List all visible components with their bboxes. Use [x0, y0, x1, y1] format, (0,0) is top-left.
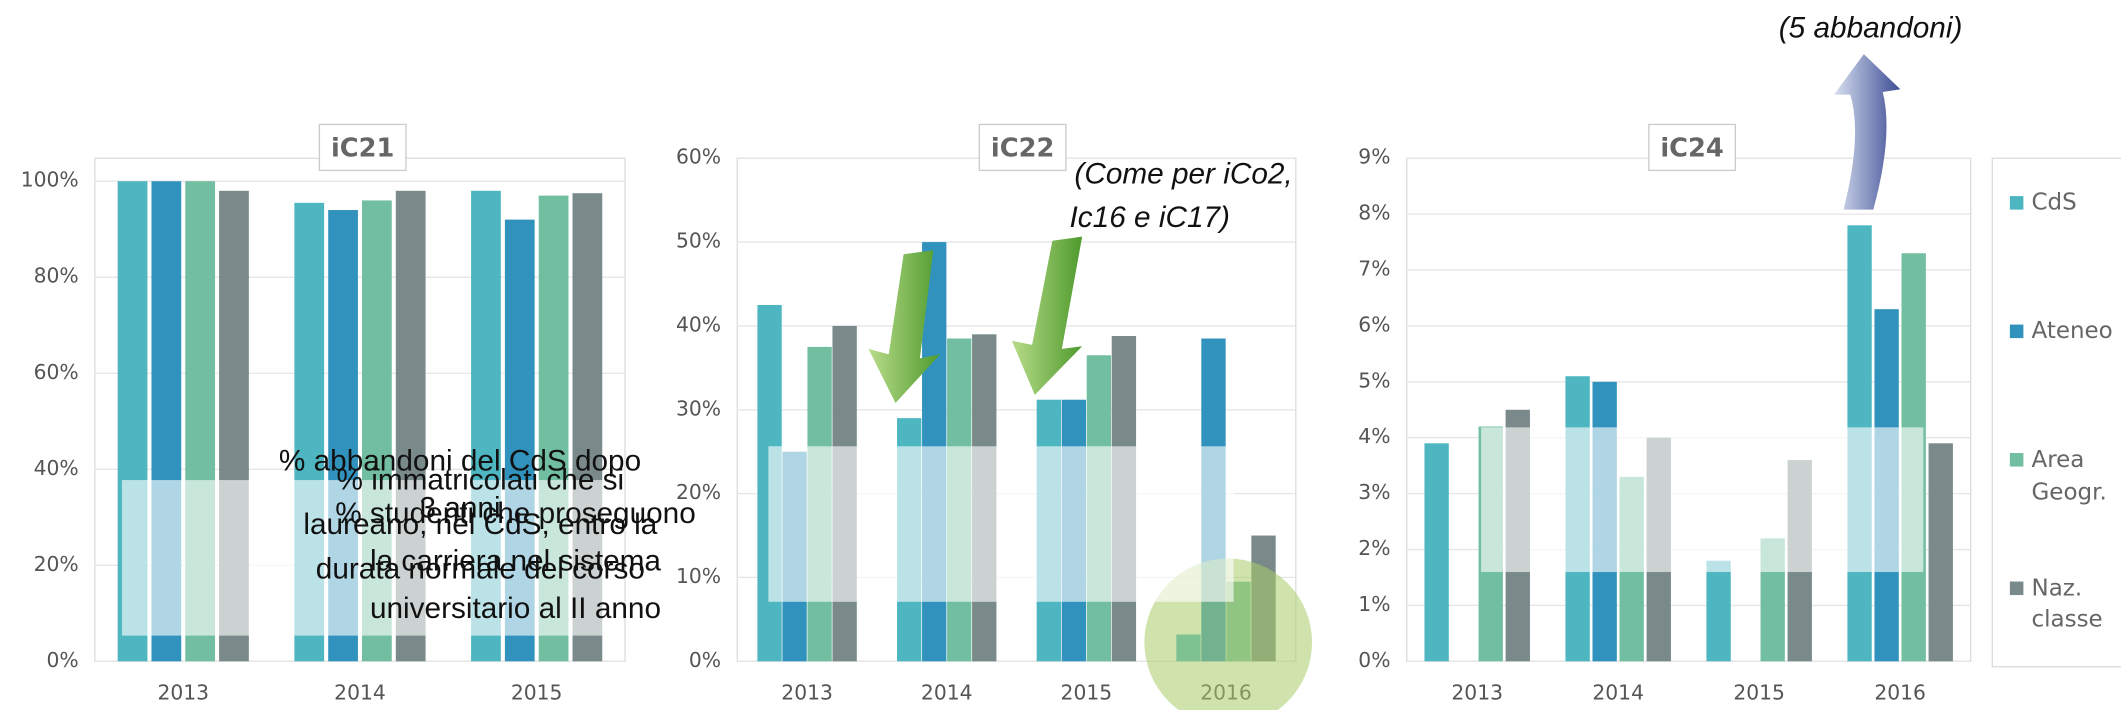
title-box — [318, 123, 407, 172]
x-tick-label: 2013 — [157, 680, 209, 704]
y-tick-label: 60% — [676, 145, 721, 169]
y-tick-label: 4% — [1358, 424, 1390, 448]
y-tick-label: 20% — [34, 552, 79, 576]
note-box — [1481, 427, 1924, 573]
y-tick-label: 8% — [1358, 201, 1390, 225]
y-tick-label: 5% — [1358, 368, 1390, 392]
note-box — [768, 446, 1234, 602]
legend-label-part: classe — [2032, 606, 2103, 632]
x-tick-label: 2014 — [1592, 680, 1644, 704]
y-tick-label: 40% — [676, 312, 721, 336]
x-tick-label: 2014 — [334, 680, 386, 704]
legend-swatch — [2009, 324, 2024, 339]
y-tick-label: 2% — [1358, 536, 1390, 560]
y-tick-label: 0% — [1358, 648, 1390, 672]
x-tick-label: 2015 — [1733, 680, 1785, 704]
bar — [1928, 443, 1953, 662]
annotation: (Come per iCo2, — [1074, 158, 1292, 191]
title-box — [1648, 123, 1737, 172]
y-tick-label: 80% — [34, 264, 79, 288]
y-tick-label: 6% — [1358, 312, 1390, 336]
x-tick-label: 2016 — [1874, 680, 1926, 704]
y-tick-label: 3% — [1358, 480, 1390, 504]
note-line: 3 anni — [420, 492, 501, 525]
note-line: % immatricolati che si — [337, 463, 625, 496]
legend-label: Area Geogr. — [2032, 446, 2107, 504]
green-arrow — [1011, 236, 1083, 395]
legend-label: Naz. classe — [2032, 575, 2103, 632]
chart-title: iC24 — [1660, 133, 1723, 163]
annotation: Ic16 e iC17) — [1070, 201, 1230, 234]
chart-title: iC22 — [991, 133, 1054, 163]
legend-label-part: Area — [2032, 446, 2085, 472]
y-tick-label: 20% — [676, 480, 721, 504]
y-tick-label: 60% — [34, 360, 79, 384]
legend-label-part: Geogr. — [2032, 479, 2107, 505]
x-tick-label: 2015 — [511, 680, 563, 704]
x-tick-label: 2013 — [1451, 680, 1503, 704]
note-line: la carriera nel sistema — [370, 544, 661, 577]
chart-title: iC21 — [331, 133, 394, 163]
y-tick-label: 50% — [676, 229, 721, 253]
bar — [1706, 560, 1731, 662]
title-box — [978, 123, 1067, 172]
legend-label: Ateneo — [2032, 318, 2113, 344]
legend-label-part: Naz. — [2032, 575, 2083, 601]
legend-swatch — [2009, 453, 2024, 467]
note-line: universitario al II anno — [370, 592, 661, 625]
x-tick-label: 2014 — [921, 680, 973, 704]
y-tick-label: 9% — [1358, 145, 1390, 169]
note-line: % studenti che proseguono — [335, 497, 696, 530]
y-tick-label: 10% — [676, 564, 721, 588]
x-tick-label: 2013 — [781, 680, 833, 704]
note-box — [121, 480, 605, 636]
y-tick-label: 0% — [689, 648, 721, 672]
note-line: durata normale del corso — [316, 553, 645, 586]
y-tick-label: 7% — [1358, 257, 1390, 281]
bar — [1424, 443, 1449, 662]
y-tick-label: 30% — [676, 396, 721, 420]
overlays: iC21 % studenti che proseguono la carriera… — [121, 12, 2113, 710]
y-tick-label: 0% — [47, 648, 79, 672]
x-tick-label: 2015 — [1061, 680, 1113, 704]
y-tick-label: 40% — [34, 456, 79, 480]
green-arrow — [868, 250, 941, 404]
y-tick-label: 1% — [1358, 592, 1390, 616]
legend-swatch — [2009, 196, 2024, 210]
y-tick-label: 100% — [21, 168, 79, 192]
note-line: laureano, nel CdS, entro la — [303, 508, 657, 541]
legend-swatch — [2009, 581, 2024, 596]
annotation: (5 abbandoni) — [1779, 12, 1963, 45]
legend-label: CdS — [2032, 189, 2077, 215]
note-line: % abbandoni del CdS dopo — [279, 444, 641, 477]
blue-arrow — [1834, 54, 1901, 210]
